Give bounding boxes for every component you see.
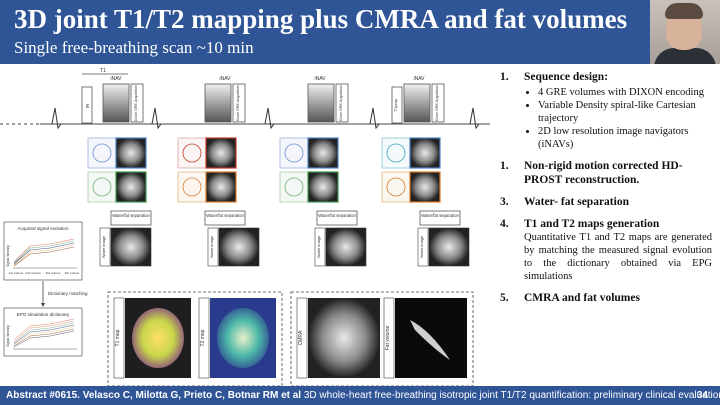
svg-text:2nd volume: 2nd volume xyxy=(25,271,41,275)
ecg-spike-3 xyxy=(264,107,275,130)
t1-interval-label: T1 xyxy=(100,68,106,74)
acquisition-box-2 xyxy=(232,83,246,123)
inav-label-1: iNAV xyxy=(110,76,122,82)
step-sequence-design: 1. Sequence design: 4 GRE volumes with D… xyxy=(500,70,712,151)
svg-text:Water image: Water image xyxy=(316,235,321,258)
presenter-shirt xyxy=(654,48,716,64)
citation-authors: Abstract #0615. Velasco C, Milotta G, Pr… xyxy=(6,390,302,401)
acquisition-label-4: Dixon GRE Acquisition xyxy=(435,85,439,121)
water-fat-label-4: Water/fat separation xyxy=(421,213,459,218)
presenter-webcam xyxy=(650,0,720,64)
svg-text:Water image: Water image xyxy=(101,235,106,258)
step-heading: Water- fat separation xyxy=(524,196,629,208)
fat-volume-label: Fat volume xyxy=(385,325,391,350)
ecg-spike-2 xyxy=(151,107,162,130)
water-fat-label-2: Water/fat separation xyxy=(206,213,244,218)
svg-text:Water image: Water image xyxy=(419,235,424,258)
inav-image-3 xyxy=(307,83,335,123)
footer-bar: Abstract #0615. Velasco C, Milotta G, Pr… xyxy=(0,386,720,405)
water-image-2: Water image xyxy=(207,227,260,267)
title-bar: 3D joint T1/T2 mapping plus CMRA and fat… xyxy=(0,0,720,64)
epg-dictionary-plot: EPG simulation dictionary Signal intensi… xyxy=(3,307,83,357)
inav-image-1 xyxy=(102,83,130,123)
water-fat-label-1: Water/fat separation xyxy=(112,213,150,218)
water-image-4: Water image xyxy=(417,227,470,267)
reconstruction-group-1 xyxy=(87,137,147,203)
step-heading: Sequence design: xyxy=(524,71,609,83)
slide-title: 3D joint T1/T2 mapping plus CMRA and fat… xyxy=(14,4,628,34)
steps-list: 1. Sequence design: 4 GRE volumes with D… xyxy=(500,70,712,313)
step-heading: T1 and T2 maps generation xyxy=(524,218,660,230)
water-fat-box-3: Water/fat separation xyxy=(316,210,358,226)
inav-label-2: iNAV xyxy=(219,76,231,82)
step-number: 1. xyxy=(500,71,509,83)
step-water-fat: 3. Water- fat separation xyxy=(500,195,712,209)
svg-text:Signal intensity: Signal intensity xyxy=(6,325,10,347)
acquisition-box-1 xyxy=(130,83,144,123)
inav-label-3: iNAV xyxy=(314,76,326,82)
bullet-gre-volumes: 4 GRE volumes with DIXON encoding xyxy=(538,86,712,99)
ir-pulse-box xyxy=(81,86,93,124)
t2-map: T2 map xyxy=(198,297,276,379)
step-number: 4. xyxy=(500,218,509,230)
reconstruction-group-2 xyxy=(177,137,237,203)
ecg-spike-4 xyxy=(369,107,380,130)
inav-label-4: iNAV xyxy=(413,76,425,82)
dictionary-matching-label: Dictionary matching xyxy=(48,291,88,296)
water-image-1: Water image xyxy=(99,227,152,267)
inav-image-2 xyxy=(204,83,232,123)
step-maps-generation: 4. T1 and T2 maps generation Quantitativ… xyxy=(500,217,712,283)
acquisition-label-2: Dixon GRE Acquisition xyxy=(236,85,240,121)
cmra-image: CMRA xyxy=(296,297,380,379)
step-description: Quantitative T1 and T2 maps are generate… xyxy=(524,232,712,282)
cmra-label: CMRA xyxy=(298,330,304,345)
step-reconstruction: 1. Non-rigid motion corrected HD-PROST r… xyxy=(500,159,712,187)
water-fat-box-4: Water/fat separation xyxy=(419,210,461,226)
t2prep-label: T2prep xyxy=(393,98,398,111)
presenter-hair xyxy=(665,3,703,19)
water-fat-box-1: Water/fat separation xyxy=(110,210,152,226)
t1-map: T1 map xyxy=(113,297,191,379)
acquired-signal-title: Acquired signal evolution xyxy=(17,226,69,231)
step-number: 1. xyxy=(500,160,509,172)
step-cmra-fat: 5. CMRA and fat volumes xyxy=(500,291,712,305)
maps-dashed-box xyxy=(107,291,283,386)
water-fat-box-2: Water/fat separation xyxy=(204,210,246,226)
svg-text:1st volume: 1st volume xyxy=(9,271,24,275)
water-image-3: Water image xyxy=(314,227,367,267)
step-number: 5. xyxy=(500,292,509,304)
inav-image-4 xyxy=(403,83,431,123)
fat-volume-image: Fat volume xyxy=(383,297,467,379)
step-heading: Non-rigid motion corrected HD-PROST reco… xyxy=(524,160,683,186)
t1-map-label: T1 map xyxy=(115,329,121,346)
svg-text:4th volume: 4th volume xyxy=(65,271,80,275)
t2-map-label: T2 map xyxy=(200,329,206,346)
reconstruction-group-3 xyxy=(279,137,339,203)
ecg-spike-5 xyxy=(469,107,480,130)
ir-label: IR xyxy=(85,103,90,108)
cmra-fat-dashed-box xyxy=(290,291,474,386)
citation-title: 3D whole-heart free-breathing isotropic … xyxy=(301,390,720,401)
svg-text:3rd volume: 3rd volume xyxy=(46,271,61,275)
water-fat-label-3: Water/fat separation xyxy=(318,213,356,218)
slide-subtitle: Single free-breathing scan ~10 min xyxy=(14,38,254,57)
step-heading: CMRA and fat volumes xyxy=(524,292,640,304)
acquisition-box-4 xyxy=(431,83,445,123)
ecg-spike-1 xyxy=(51,107,62,130)
acquired-signal-plot: Acquired signal evolution Signal intensi… xyxy=(3,221,83,281)
svg-text:Signal intensity: Signal intensity xyxy=(6,245,10,267)
acquisition-label-3: Dixon GRE Acquisition xyxy=(339,85,343,121)
bullet-spiral-trajectory: Variable Density spiral-like Cartesian t… xyxy=(538,99,712,125)
epg-dictionary-title: EPG simulation dictionary xyxy=(17,312,70,317)
reconstruction-group-4 xyxy=(381,137,441,203)
step-number: 3. xyxy=(500,196,509,208)
pipeline-diagram: T1 IR iNAV Dixon GRE Acquisition iNAV Di… xyxy=(0,68,490,386)
svg-text:Water image: Water image xyxy=(209,235,214,258)
citation: Abstract #0615. Velasco C, Milotta G, Pr… xyxy=(6,386,720,405)
bullet-inavs: 2D low resolution image navigators (iNAV… xyxy=(538,125,712,151)
acquisition-label-1: Dixon GRE Acquisition xyxy=(134,85,138,121)
t2prep-box xyxy=(391,86,403,124)
page-number: 34 xyxy=(696,390,708,401)
acquisition-box-3 xyxy=(335,83,349,123)
